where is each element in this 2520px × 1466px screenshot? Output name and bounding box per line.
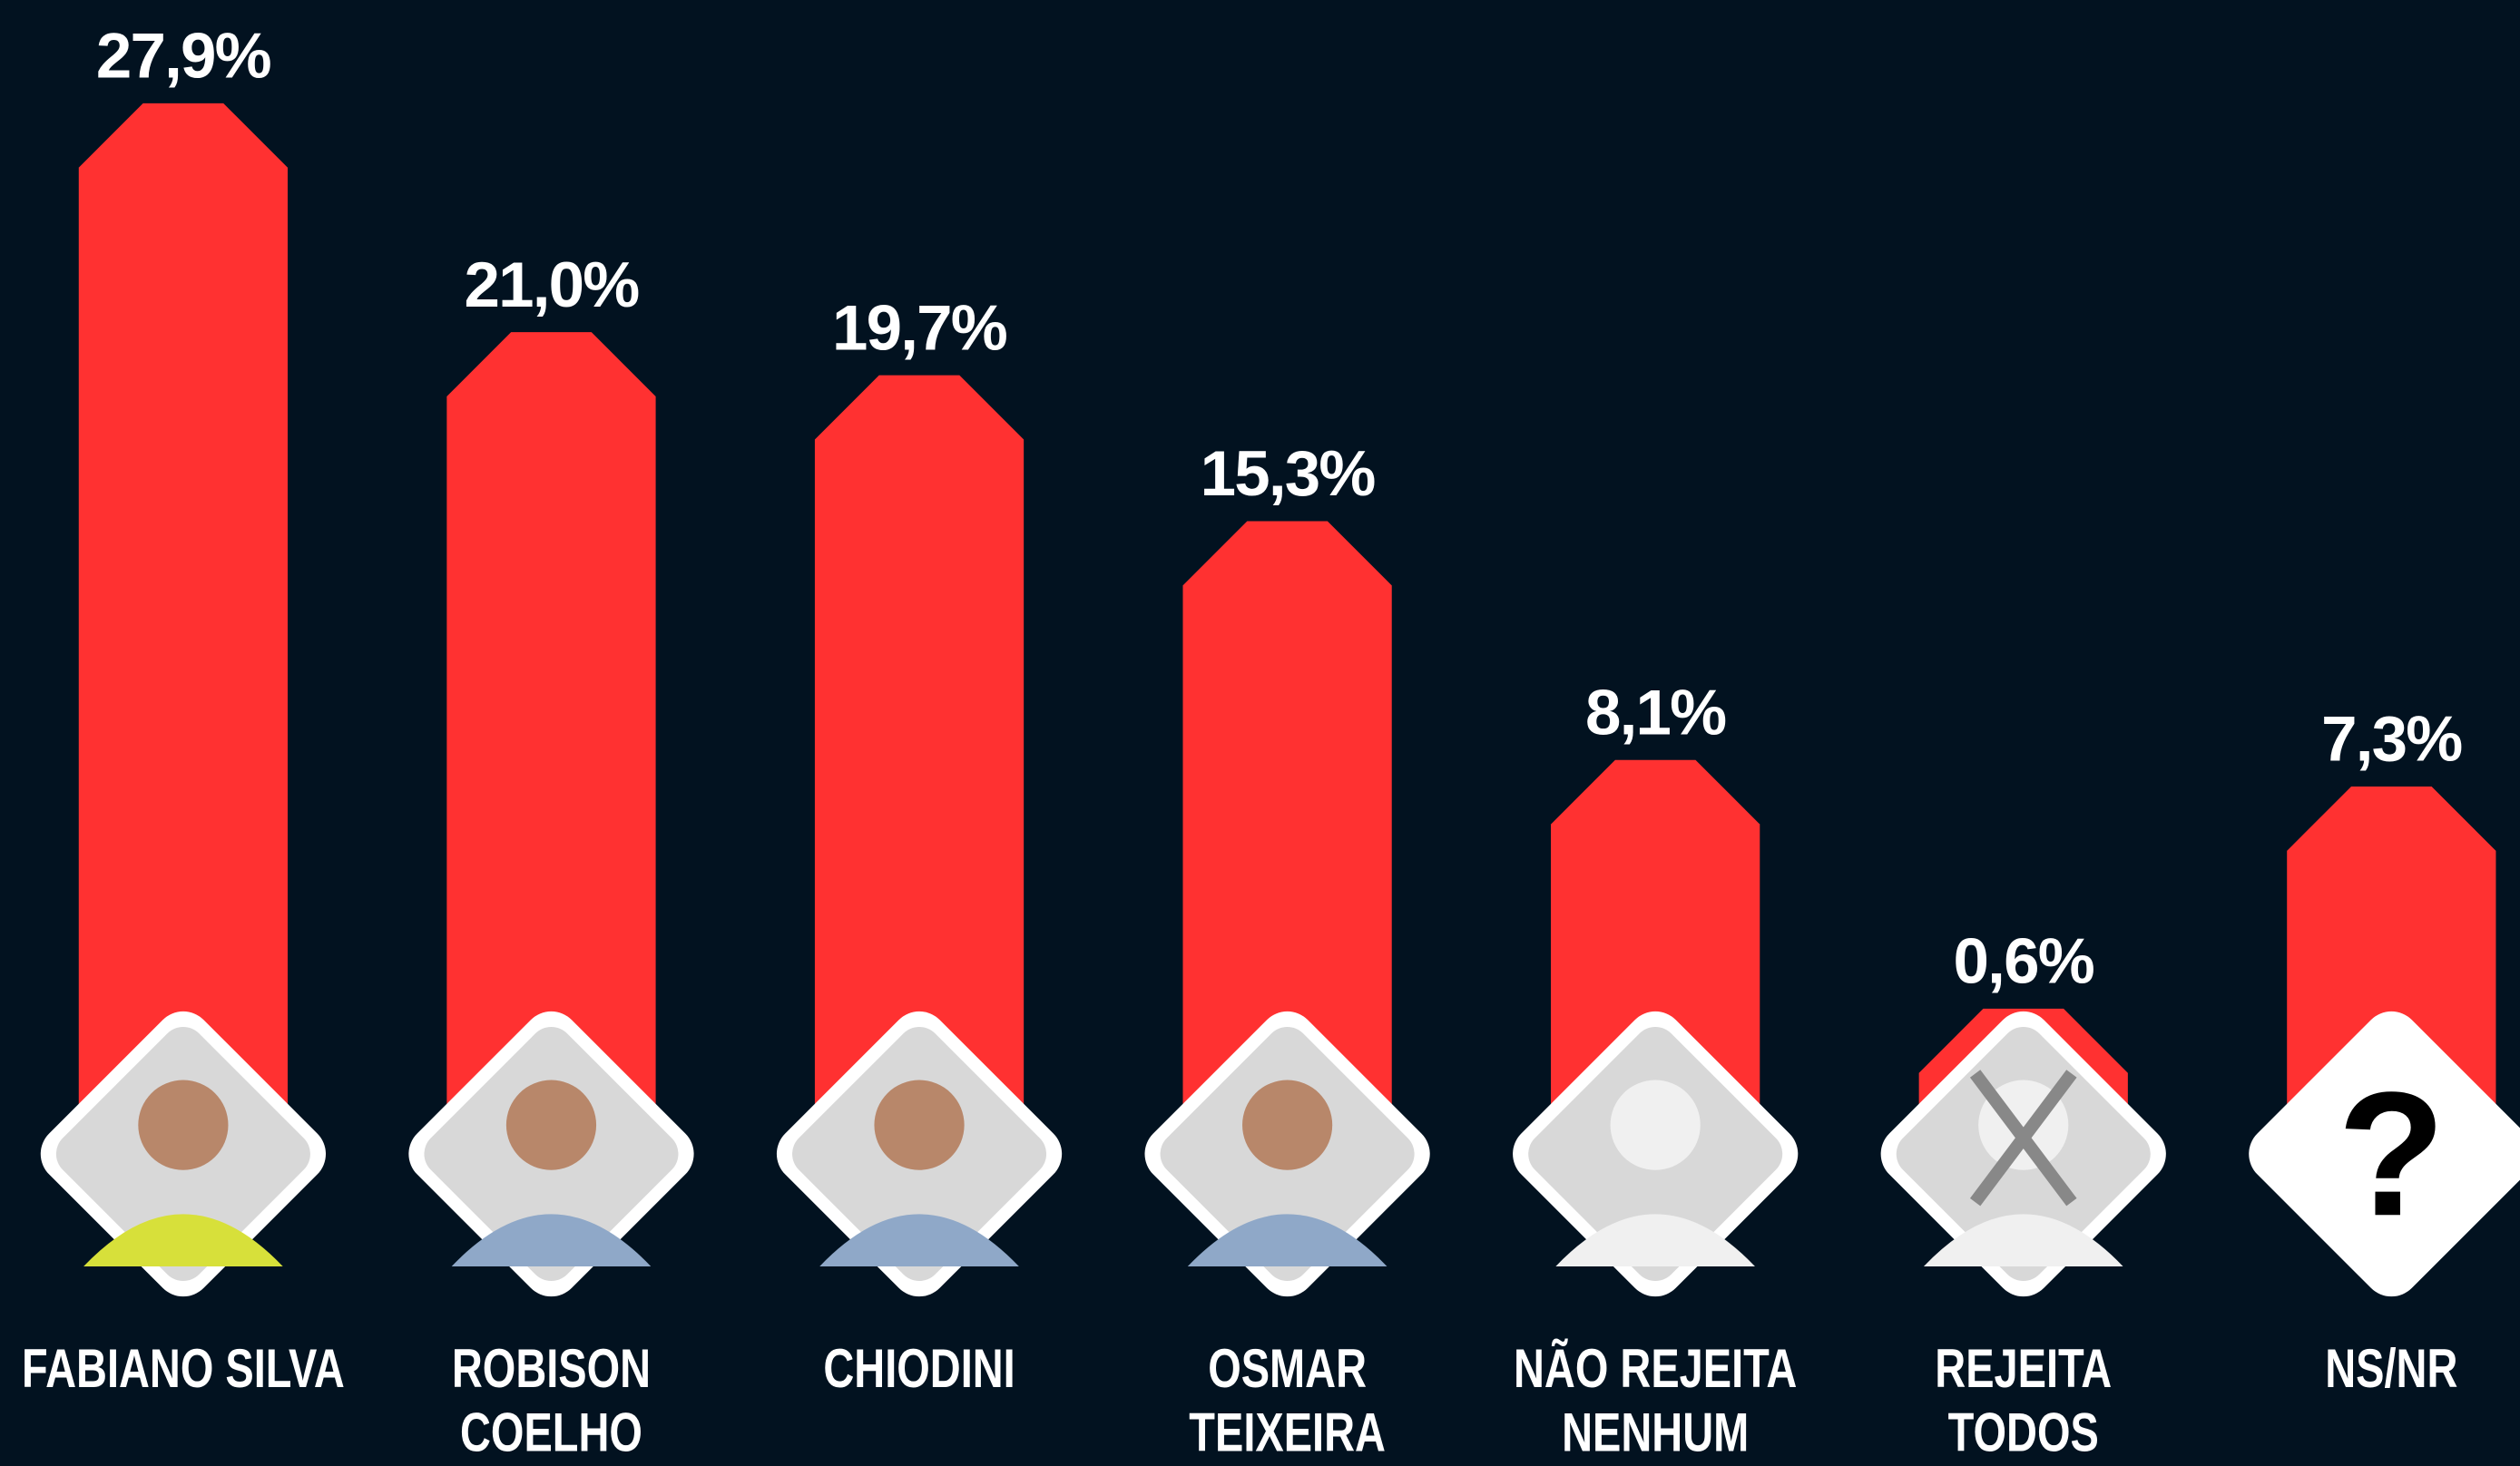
value-label: 8,1%: [1585, 677, 1726, 748]
photo-head: [874, 1080, 964, 1170]
category-label-box: OSMAR TEIXEIRA: [1078, 1337, 1495, 1466]
category-label-box: NÃO REJEITA NENHUM: [1446, 1337, 1864, 1466]
value-label: 0,6%: [1954, 926, 2094, 998]
value-label: 19,7%: [832, 292, 1007, 364]
candidate-photo: [765, 1000, 1074, 1309]
candidate-photo: [1868, 1000, 2178, 1309]
category-label-box: ROBISON COELHO: [342, 1337, 760, 1466]
category-label-box: CHIODINI: [711, 1337, 1128, 1466]
category-label: FABIANO SILVA: [20, 1337, 346, 1402]
category-label: ROBISON COELHO: [388, 1337, 714, 1466]
photo-head: [1611, 1080, 1701, 1170]
category-label-box: NS/NR: [2182, 1337, 2520, 1466]
chart: 27,9% FABIANO SILVA 21,0% ROBISON COELHO 19,…: [0, 0, 2520, 1466]
category-label: REJEITA TODOS: [1860, 1337, 2186, 1466]
photo-head: [1242, 1080, 1332, 1170]
photo-head: [506, 1080, 596, 1170]
candidate-photo: [397, 1000, 706, 1309]
value-label: 15,3%: [1201, 438, 1376, 510]
candidate-photo: [1501, 1000, 1810, 1309]
value-label: 27,9%: [96, 21, 271, 93]
category-label-box: FABIANO SILVA: [0, 1337, 392, 1466]
value-label: 7,3%: [2321, 704, 2462, 776]
candidate-photo: [1133, 1000, 1442, 1309]
category-label-box: REJEITA TODOS: [1815, 1337, 2232, 1466]
value-label: 21,0%: [464, 249, 639, 321]
category-label: NS/NR: [2229, 1337, 2520, 1402]
question-mark: ?: [2338, 1056, 2446, 1253]
candidate-photo: [29, 1000, 338, 1309]
category-label: CHIODINI: [756, 1337, 1082, 1402]
photo-head: [138, 1080, 228, 1170]
category-label: OSMAR TEIXEIRA: [1124, 1337, 1450, 1466]
category-label: NÃO REJEITA NENHUM: [1493, 1337, 1819, 1466]
